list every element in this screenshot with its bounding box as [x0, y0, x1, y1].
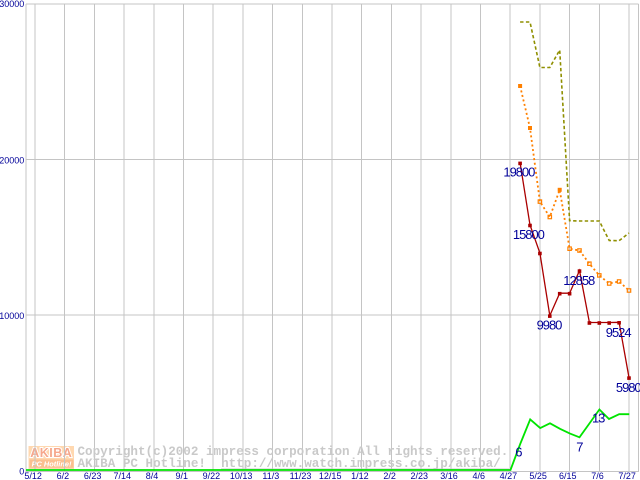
svg-text:7/27: 7/27 — [618, 471, 636, 480]
svg-text:10000: 10000 — [0, 311, 24, 321]
svg-text:0: 0 — [19, 467, 24, 477]
svg-text:AKIBA PC Hotline! http://www.: AKIBA PC Hotline! http://www.watch.impre… — [78, 457, 501, 471]
svg-text:11/3: 11/3 — [262, 471, 279, 480]
svg-text:1/12: 1/12 — [351, 471, 369, 480]
svg-text:2/2: 2/2 — [383, 471, 396, 480]
svg-text:6/15: 6/15 — [559, 471, 577, 480]
svg-text:8/4: 8/4 — [146, 471, 159, 480]
svg-text:12/15: 12/15 — [319, 471, 342, 480]
svg-text:7/6: 7/6 — [591, 471, 604, 480]
svg-text:15800: 15800 — [513, 227, 545, 242]
svg-text:5980: 5980 — [616, 380, 640, 395]
svg-text:9/1: 9/1 — [175, 471, 188, 480]
svg-text:19800: 19800 — [503, 165, 535, 180]
svg-text:6/2: 6/2 — [57, 471, 70, 480]
svg-text:7/14: 7/14 — [114, 471, 132, 480]
svg-text:AKIBA: AKIBA — [30, 446, 72, 460]
svg-text:9524: 9524 — [606, 325, 632, 340]
svg-text:20000: 20000 — [0, 156, 24, 166]
svg-text:PC Hotline!: PC Hotline! — [32, 459, 72, 468]
svg-text:4/6: 4/6 — [472, 471, 485, 480]
svg-text:13: 13 — [592, 411, 605, 426]
svg-text:9980: 9980 — [537, 317, 563, 332]
svg-text:30000: 30000 — [0, 0, 24, 9]
svg-text:6/23: 6/23 — [84, 471, 102, 480]
svg-text:7: 7 — [576, 440, 583, 455]
svg-text:10/13: 10/13 — [230, 471, 253, 480]
svg-text:9/22: 9/22 — [203, 471, 221, 480]
svg-text:3/16: 3/16 — [440, 471, 458, 480]
svg-text:4/27: 4/27 — [500, 471, 518, 480]
svg-text:6: 6 — [515, 444, 522, 459]
svg-text:2/23: 2/23 — [411, 471, 429, 480]
svg-text:11/23: 11/23 — [290, 471, 312, 480]
svg-text:5/12: 5/12 — [24, 471, 42, 480]
svg-text:12858: 12858 — [563, 273, 595, 288]
svg-text:5/25: 5/25 — [529, 471, 547, 480]
svg-text:Copyright(c)2002 impress corpo: Copyright(c)2002 impress corporation All… — [78, 445, 509, 459]
